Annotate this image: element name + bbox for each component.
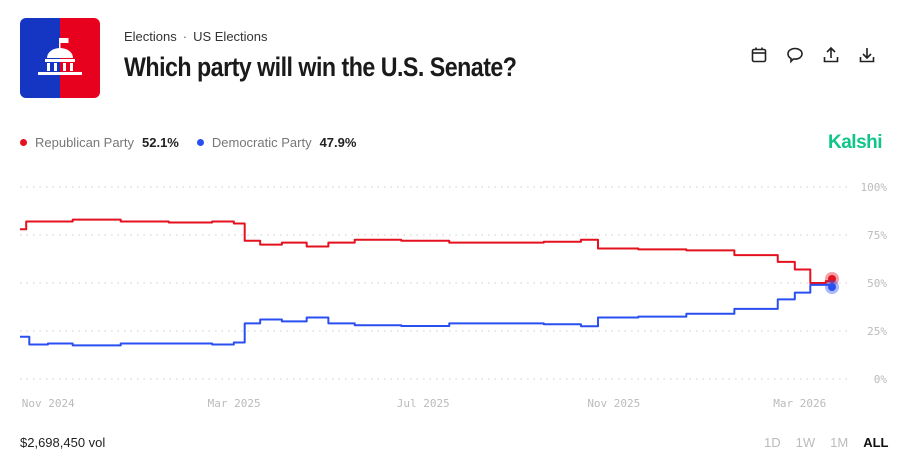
chart-legend: Republican Party 52.1% Democratic Party … — [20, 135, 374, 150]
x-tick-label: Mar 2025 — [208, 397, 261, 410]
range-selector: 1D 1W 1M ALL — [764, 435, 888, 450]
range-1w[interactable]: 1W — [795, 435, 816, 450]
senate-market-logo — [20, 18, 100, 98]
breadcrumb-elections[interactable]: Elections — [124, 29, 177, 44]
y-tick-label: 25% — [867, 325, 887, 338]
page-title: Which party will win the U.S. Senate? — [124, 52, 517, 82]
y-tick-label: 0% — [874, 373, 888, 386]
volume-label: $2,698,450 vol — [20, 435, 106, 450]
y-tick-label: 75% — [867, 229, 887, 242]
x-tick-label: Mar 2026 — [773, 397, 826, 410]
comment-icon[interactable] — [786, 46, 804, 64]
download-icon[interactable] — [858, 46, 876, 64]
x-tick-label: Nov 2025 — [587, 397, 640, 410]
x-tick-label: Nov 2024 — [22, 397, 75, 410]
democratic-dot — [196, 139, 204, 146]
calendar-icon[interactable] — [750, 46, 768, 64]
breadcrumb-us-elections[interactable]: US Elections — [193, 29, 268, 44]
series-line-democratic — [20, 283, 833, 347]
breadcrumb: Elections · US Elections — [124, 29, 268, 44]
x-tick-label: Jul 2025 — [397, 397, 450, 410]
kalshi-logo: Kalshi — [828, 132, 883, 153]
legend-democratic-name: Democratic Party — [211, 135, 312, 150]
end-point-marker — [828, 274, 836, 283]
legend-democratic-value: 47.9% — [319, 135, 357, 150]
price-chart: 100% 75% 50% 25% 0% Nov 2024 Mar 2025 Jul 2025 N… — [20, 181, 888, 410]
range-all[interactable]: ALL — [863, 435, 889, 450]
republican-dot — [20, 139, 27, 146]
y-tick-label: 50% — [867, 277, 887, 290]
legend-republican-value: 52.1% — [142, 135, 179, 150]
share-icon[interactable] — [822, 46, 840, 64]
range-1d[interactable]: 1D — [764, 435, 781, 450]
series-line-republican — [20, 218, 833, 284]
range-1m[interactable]: 1M — [830, 435, 849, 450]
legend-republican-name: Republican Party — [35, 135, 134, 150]
end-point-marker — [828, 283, 836, 292]
y-tick-label: 100% — [861, 181, 888, 194]
